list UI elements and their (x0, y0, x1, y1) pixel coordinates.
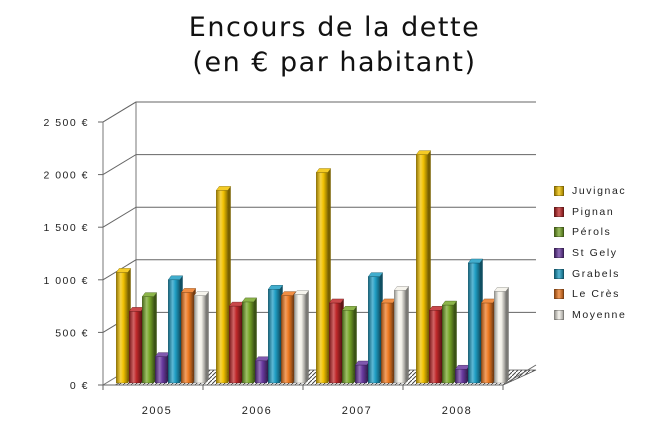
bar (354, 360, 371, 384)
bar (415, 150, 432, 384)
x-axis-depth (502, 364, 537, 386)
gridline (102, 259, 536, 281)
bar (441, 300, 458, 384)
bar (141, 292, 158, 384)
legend-label: Grabels (572, 267, 620, 280)
legend-label: Pérols (572, 226, 612, 239)
legend-item: Moyenne (554, 305, 664, 326)
legend-swatch (554, 227, 564, 238)
gridline (102, 101, 536, 123)
legend-item: Grabels (554, 263, 664, 284)
legend-swatch (554, 248, 564, 259)
bar (167, 275, 184, 384)
legend-label: Moyenne (572, 308, 627, 321)
legend-label: Pignan (572, 205, 615, 218)
bar (228, 301, 245, 384)
x-tick-label: 2006 (242, 405, 272, 417)
y-tick-label: 500 € (55, 327, 89, 339)
bar (493, 287, 510, 384)
bar (367, 272, 384, 384)
bar (180, 288, 197, 384)
bar (267, 285, 284, 384)
bar (254, 356, 271, 384)
bar (115, 268, 132, 384)
bar-series (115, 150, 510, 384)
legend-item: Pérols (554, 222, 664, 243)
legend-swatch (554, 289, 564, 300)
y-tick-label: 2 500 € (43, 117, 89, 129)
bar (215, 186, 232, 384)
bar (280, 291, 297, 384)
axes: 0 € 500 € 1 000 € 1 500 € 2 000 € 2 500 € 2005… (43, 117, 537, 417)
gridline (102, 206, 536, 228)
bar (380, 298, 397, 384)
bar (467, 258, 484, 384)
bar (341, 306, 358, 384)
legend-swatch (554, 268, 564, 279)
bar (128, 307, 145, 384)
bar (154, 352, 171, 384)
bar (393, 286, 410, 384)
bar (328, 298, 345, 384)
chart-subtitle: (en € par habitant) (192, 47, 477, 78)
legend-item: Pignan (554, 202, 664, 223)
legend-label: Le Crès (572, 288, 620, 301)
chart-legend: Juvignac Pignan Pérols St Gely Grabels Le Crè… (554, 181, 664, 325)
bar (454, 365, 471, 384)
y-tick-label: 1 000 € (43, 275, 89, 287)
x-tick-label: 2007 (342, 405, 372, 417)
y-tick-label: 2 000 € (43, 170, 89, 182)
x-tick-label: 2005 (142, 405, 172, 417)
gridline (102, 154, 536, 176)
legend-swatch (554, 309, 564, 320)
bar (193, 291, 210, 384)
legend-swatch (554, 206, 564, 217)
legend-item: Juvignac (554, 181, 664, 202)
legend-label: St Gely (572, 247, 618, 260)
bar (241, 297, 258, 384)
bar (480, 298, 497, 384)
legend-swatch (554, 186, 564, 197)
bar (428, 306, 445, 384)
legend-item: St Gely (554, 243, 664, 264)
x-tick-label: 2008 (442, 405, 472, 417)
bar (315, 168, 332, 384)
y-tick-label: 1 500 € (43, 222, 89, 234)
y-tick-label: 0 € (70, 380, 89, 392)
legend-label: Juvignac (572, 185, 627, 198)
chart-title: Encours de la dette (188, 12, 481, 43)
legend-item: Le Crès (554, 284, 664, 305)
bar (293, 290, 310, 384)
